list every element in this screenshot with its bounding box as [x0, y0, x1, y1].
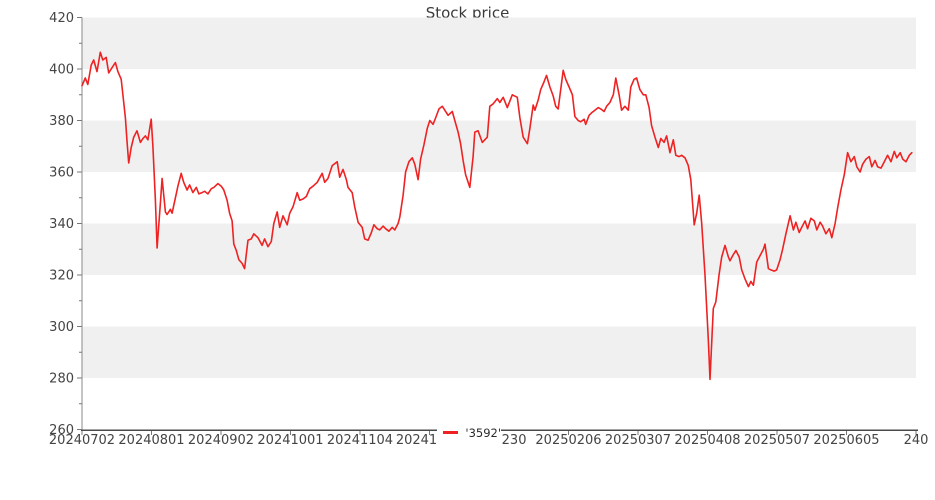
x-tick-label: 240: [904, 433, 929, 448]
x-tick-label: 20240801: [118, 433, 184, 448]
y-tick-label: 360: [49, 166, 74, 181]
y-tick-label: 260: [49, 423, 74, 438]
grid-band: [82, 17, 916, 69]
y-tick-label: 400: [49, 63, 74, 78]
x-tick-label: 20250408: [674, 433, 740, 448]
legend-line-swatch: [443, 431, 459, 434]
y-tick-label: 420: [49, 11, 74, 26]
y-tick-label: 300: [49, 320, 74, 335]
legend-series-label: '3592': [465, 425, 501, 440]
y-tick-label: 280: [49, 372, 74, 387]
x-tick-label: 20250507: [744, 433, 810, 448]
x-tick-label: 20250307: [605, 433, 671, 448]
x-tick-label: 20241104: [327, 433, 393, 448]
chart-legend: '3592': [437, 420, 501, 445]
y-tick-label: 340: [49, 217, 74, 232]
x-tick-label: 20250206: [535, 433, 601, 448]
x-tick-label: 20250605: [813, 433, 879, 448]
y-tick-label: 320: [49, 269, 74, 284]
x-tick-label: 20240902: [188, 433, 254, 448]
x-tick-label: 20240702: [49, 433, 115, 448]
grid-band: [82, 120, 916, 172]
x-tick-label: 20241: [396, 433, 437, 448]
y-tick-label: 380: [49, 114, 74, 129]
x-tick-label: 20241001: [257, 433, 323, 448]
grid-band: [82, 326, 916, 378]
grid-band: [82, 223, 916, 275]
x-tick-label: .230: [498, 433, 527, 448]
price-line: [81, 51, 913, 381]
